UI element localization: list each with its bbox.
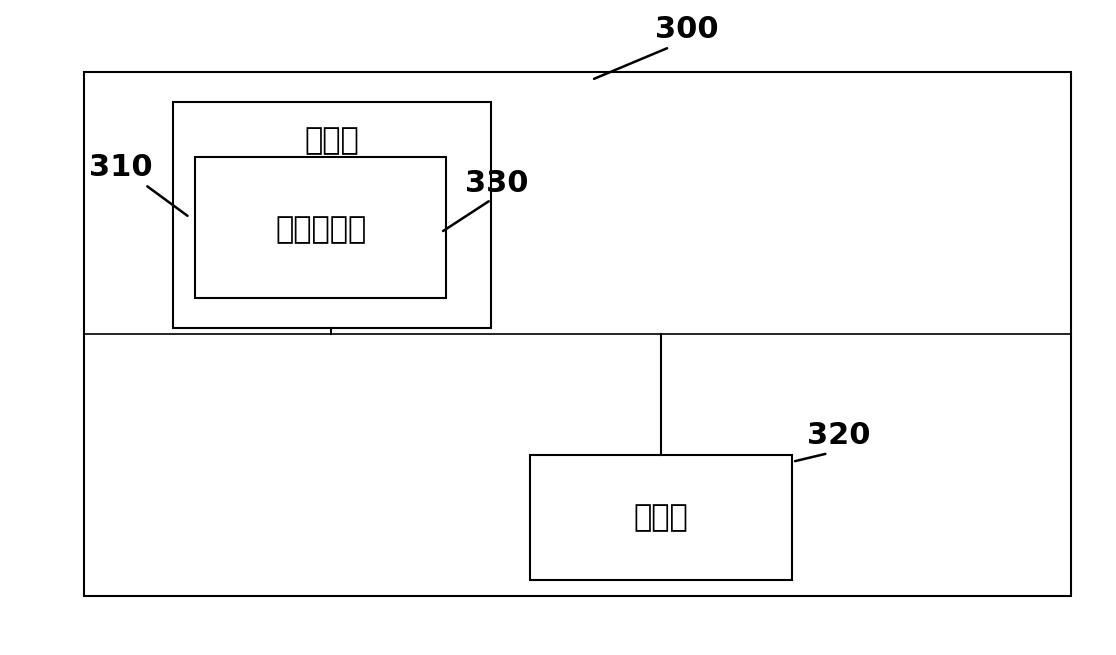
Bar: [195, 157, 446, 298]
Text: 320: 320: [808, 421, 870, 450]
Bar: [530, 455, 792, 580]
Bar: [84, 72, 1071, 596]
Text: 330: 330: [465, 169, 528, 198]
Bar: [173, 102, 491, 328]
Text: 处理器: 处理器: [634, 503, 689, 532]
Text: 310: 310: [88, 153, 153, 181]
Text: 300: 300: [654, 15, 719, 44]
Text: 计算机程序: 计算机程序: [276, 215, 366, 244]
Text: 存储器: 存储器: [304, 126, 359, 155]
